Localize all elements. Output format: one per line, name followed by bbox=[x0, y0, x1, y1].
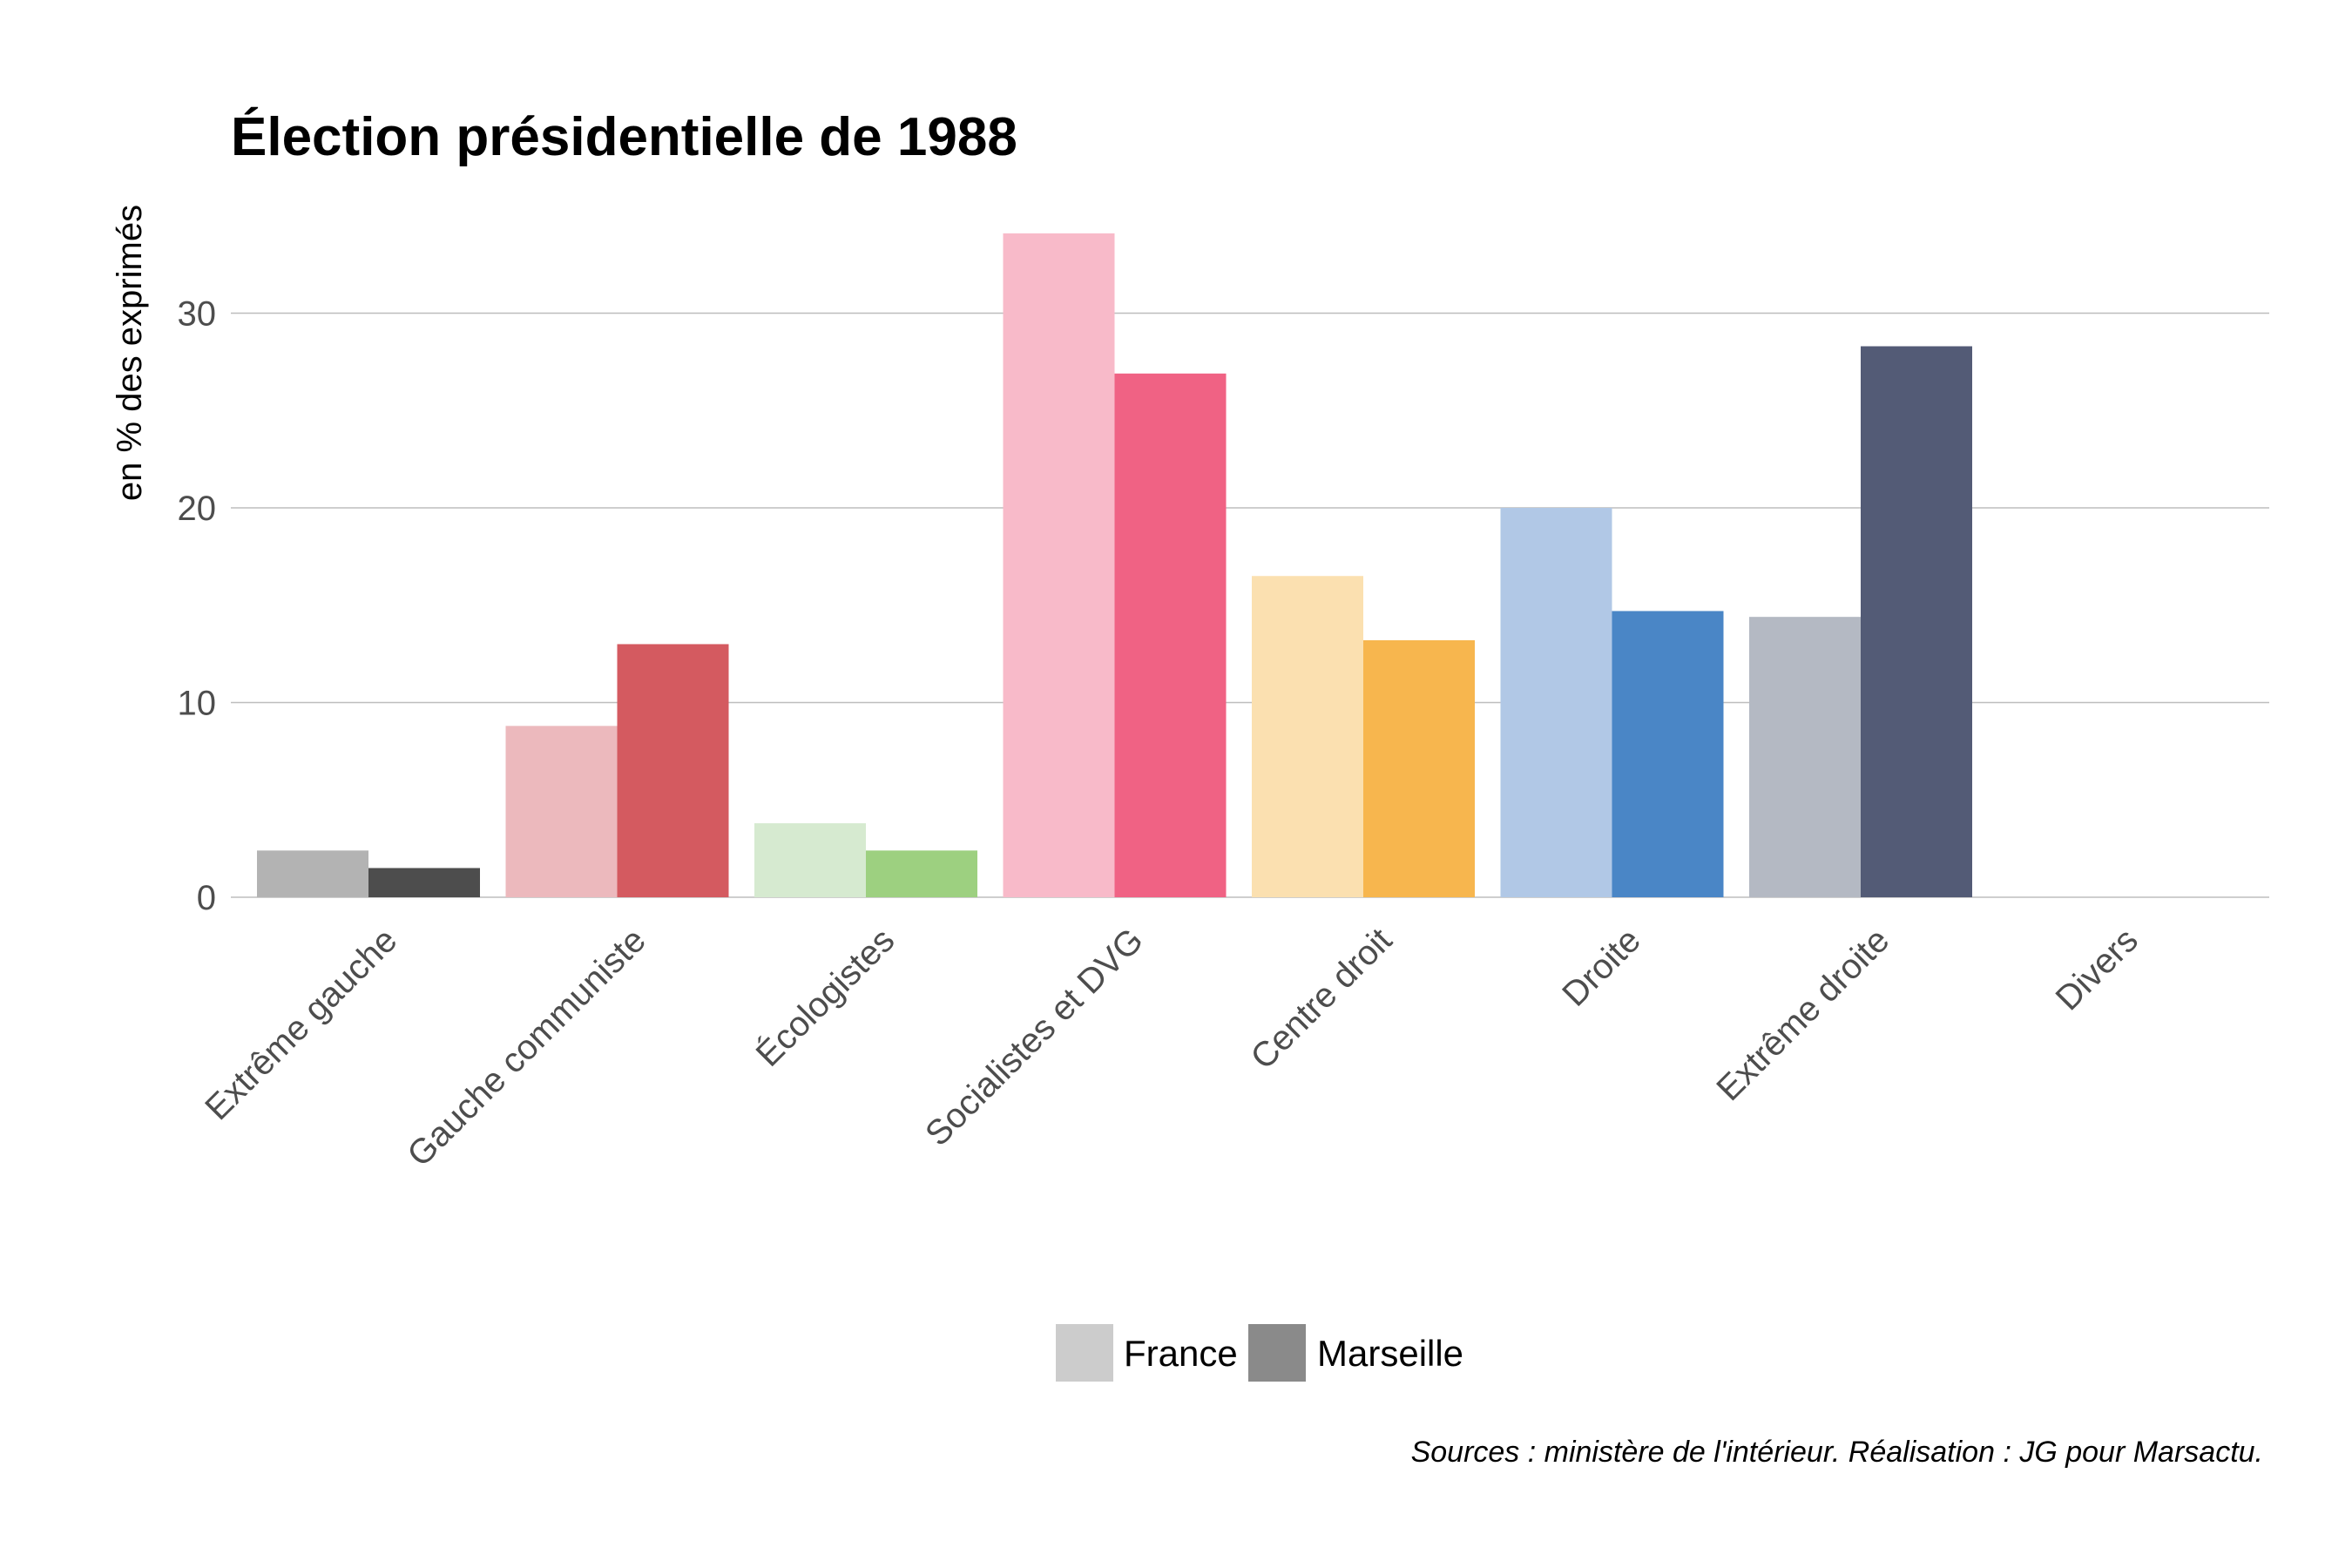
legend-label-france: France bbox=[1124, 1333, 1238, 1374]
legend-label-marseille: Marseille bbox=[1317, 1333, 1463, 1374]
bar-france-2 bbox=[754, 823, 866, 897]
x-tick-0: Extrême gauche bbox=[198, 921, 404, 1127]
bar-france-0 bbox=[257, 850, 368, 897]
x-tick-7: Divers bbox=[2049, 921, 2146, 1017]
x-tick-6: Extrême droite bbox=[1709, 921, 1896, 1108]
chart-caption: Sources : ministère de l'intérieur. Réal… bbox=[1411, 1436, 2263, 1469]
chart-title: Élection présidentielle de 1988 bbox=[231, 107, 1017, 167]
y-tick-labels: 0 10 20 30 bbox=[178, 295, 217, 918]
bar-marseille-4 bbox=[1363, 639, 1475, 897]
bar-france-3 bbox=[1003, 233, 1115, 897]
x-tick-4: Centre droit bbox=[1243, 921, 1399, 1077]
y-tick-20: 20 bbox=[178, 490, 217, 528]
y-tick-10: 10 bbox=[178, 685, 217, 723]
bars bbox=[257, 233, 1972, 897]
bar-france-4 bbox=[1252, 576, 1363, 897]
y-tick-30: 30 bbox=[178, 295, 217, 334]
bar-marseille-6 bbox=[1861, 346, 1972, 897]
bar-marseille-5 bbox=[1612, 611, 1724, 897]
bar-marseille-3 bbox=[1114, 373, 1227, 897]
x-tick-3: Socialistes et DVG bbox=[918, 921, 1151, 1153]
bar-marseille-1 bbox=[617, 644, 729, 897]
x-tick-2: Écologistes bbox=[748, 921, 902, 1074]
bar-france-1 bbox=[505, 726, 618, 897]
bar-marseille-0 bbox=[368, 868, 480, 897]
y-tick-0: 0 bbox=[197, 879, 216, 917]
bar-france-6 bbox=[1749, 617, 1861, 897]
y-axis-label: en % des exprimés bbox=[111, 205, 149, 501]
bar-france-5 bbox=[1500, 508, 1612, 897]
legend-swatch-france bbox=[1056, 1324, 1113, 1382]
legend-swatch-marseille bbox=[1248, 1324, 1306, 1382]
bar-marseille-2 bbox=[866, 850, 977, 897]
x-tick-1: Gauche communiste bbox=[400, 921, 653, 1174]
legend: France Marseille bbox=[1056, 1324, 1463, 1382]
x-tick-5: Droite bbox=[1555, 921, 1648, 1014]
